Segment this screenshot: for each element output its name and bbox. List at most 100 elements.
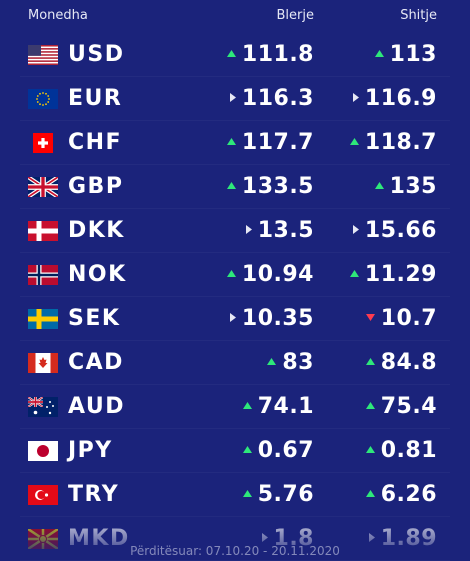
currency-code: DKK <box>68 218 125 243</box>
sell-rate: 0.81 <box>365 438 437 463</box>
flag <box>28 485 58 505</box>
sell-value: 11.29 <box>364 262 437 287</box>
trend-up <box>365 357 375 365</box>
trend-up <box>374 49 384 57</box>
sell-rate: 116.9 <box>352 86 437 111</box>
buy-value: 10.35 <box>241 306 314 331</box>
trend-up <box>267 357 277 365</box>
buy-rate: 117.7 <box>226 130 314 155</box>
row-separator <box>20 120 450 121</box>
row-separator <box>20 164 450 165</box>
buy-rate: 13.5 <box>245 218 314 243</box>
buy-rate: 5.76 <box>242 482 314 507</box>
buy-rate: 133.5 <box>226 174 314 199</box>
trend-up <box>226 137 236 145</box>
row-separator <box>20 340 450 341</box>
trend-down <box>365 313 375 321</box>
sell-rate: 135 <box>374 174 437 199</box>
trend-up <box>242 401 252 409</box>
currency-code: TRY <box>68 482 120 507</box>
flag <box>28 441 58 461</box>
row-separator <box>20 296 450 297</box>
sell-rate: 6.26 <box>365 482 437 507</box>
currency-code: GBP <box>68 174 124 199</box>
buy-value: 74.1 <box>257 394 314 419</box>
currency-code: SEK <box>68 306 121 331</box>
trend-same <box>229 312 236 322</box>
trend-up <box>242 489 252 497</box>
rate-row: EUR 116.3 116.9 <box>0 77 470 121</box>
flag <box>28 177 58 197</box>
trend-up <box>226 49 236 57</box>
trend-up <box>242 445 252 453</box>
buy-rate: 0.67 <box>242 438 314 463</box>
sell-value: 118.7 <box>364 130 437 155</box>
buy-rate: 10.35 <box>229 306 314 331</box>
sell-rate: 113 <box>374 42 437 67</box>
rate-row: CHF 117.7 118.7 <box>0 121 470 165</box>
sell-value: 84.8 <box>380 350 437 375</box>
sell-rate: 15.66 <box>352 218 437 243</box>
footer-updated: Përditësuar: 07.10.20 - 20.11.2020 <box>130 544 340 558</box>
trend-same <box>352 92 359 102</box>
row-separator <box>20 384 450 385</box>
flag <box>28 309 58 329</box>
currency-code: JPY <box>68 438 113 463</box>
trend-up <box>226 181 236 189</box>
buy-value: 10.94 <box>241 262 314 287</box>
currency-code: CAD <box>68 350 124 375</box>
row-separator <box>20 472 450 473</box>
flag <box>28 353 58 373</box>
flag <box>28 45 58 65</box>
trend-up <box>349 269 359 277</box>
sell-rate: 11.29 <box>349 262 437 287</box>
trend-same <box>352 224 359 234</box>
row-separator <box>20 76 450 77</box>
trend-up <box>365 401 375 409</box>
trend-up <box>365 489 375 497</box>
buy-value: 83 <box>282 350 314 375</box>
buy-rate: 116.3 <box>229 86 314 111</box>
header-sell: Shitje <box>400 8 437 23</box>
header-buy: Blerje <box>276 8 314 23</box>
sell-value: 75.4 <box>380 394 437 419</box>
currency-code: EUR <box>68 86 123 111</box>
currency-code: AUD <box>68 394 125 419</box>
currency-code: USD <box>68 42 125 67</box>
sell-value: 113 <box>389 42 437 67</box>
sell-value: 116.9 <box>364 86 437 111</box>
trend-up <box>365 445 375 453</box>
header-currency: Monedha <box>28 8 88 23</box>
sell-rate: 118.7 <box>349 130 437 155</box>
buy-rate: 10.94 <box>226 262 314 287</box>
sell-rate: 84.8 <box>365 350 437 375</box>
sell-value: 15.66 <box>364 218 437 243</box>
rate-row: USD 111.8 113 <box>0 33 470 77</box>
rate-row: TRY 5.76 6.26 <box>0 473 470 517</box>
sell-rate: 10.7 <box>365 306 437 331</box>
buy-rate: 83 <box>267 350 314 375</box>
rate-row: GBP 133.5 135 <box>0 165 470 209</box>
trend-same <box>368 532 375 542</box>
rate-row: JPY 0.67 0.81 <box>0 429 470 473</box>
row-separator <box>20 208 450 209</box>
trend-up <box>226 269 236 277</box>
flag <box>28 89 58 109</box>
flag <box>28 221 58 241</box>
rate-row: DKK 13.5 15.66 <box>0 209 470 253</box>
trend-up <box>349 137 359 145</box>
flag <box>28 265 58 285</box>
buy-value: 0.67 <box>257 438 314 463</box>
trend-up <box>374 181 384 189</box>
sell-rate: 75.4 <box>365 394 437 419</box>
sell-value: 10.7 <box>380 306 437 331</box>
sell-value: 135 <box>389 174 437 199</box>
row-separator <box>20 252 450 253</box>
sell-value: 6.26 <box>380 482 437 507</box>
buy-value: 111.8 <box>241 42 314 67</box>
trend-same <box>229 92 236 102</box>
buy-value: 133.5 <box>241 174 314 199</box>
rate-row: AUD 74.1 75.4 <box>0 385 470 429</box>
currency-code: NOK <box>68 262 127 287</box>
